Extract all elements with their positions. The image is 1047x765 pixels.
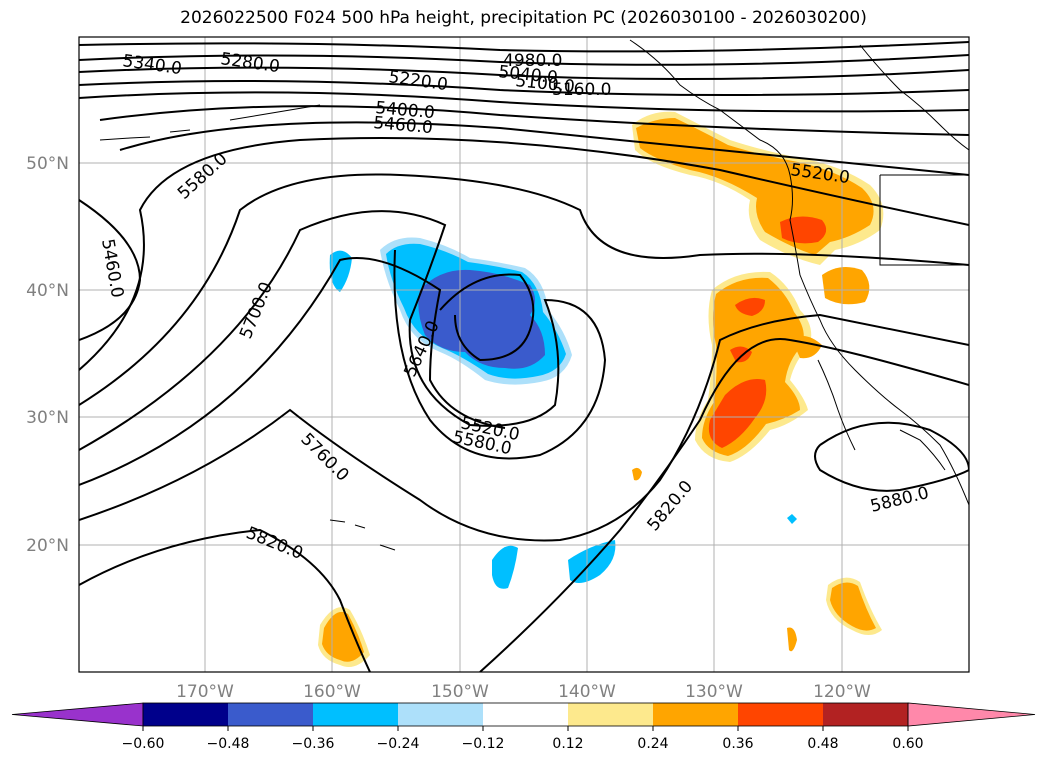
colorbar-tick-label: 0.60 (892, 736, 923, 752)
lon-label-120w: 120°W (813, 682, 871, 702)
colorbar-tick-label: 0.36 (722, 736, 753, 752)
contour-label: 4980.0 (503, 51, 562, 71)
precip-area-california (822, 266, 870, 305)
neg-precip-small-2 (492, 545, 518, 589)
lon-label-150w: 150°W (431, 682, 489, 702)
colorbar-tick-label: 0.48 (807, 736, 838, 752)
chart-title: 2026022500 F024 500 hPa height, precipit… (180, 8, 867, 28)
colorbar: −0.60 −0.48 −0.36 −0.24 −0.12 0.12 0.24 0.36 0.4… (11, 702, 1036, 752)
neg-precip-core (418, 269, 545, 369)
lat-label-20n: 20°N (26, 536, 69, 556)
lat-label-50n: 50°N (26, 154, 69, 174)
precip-area-south-2 (787, 627, 797, 652)
precip-area-small (632, 467, 642, 481)
colorbar-tick-label: −0.60 (122, 736, 165, 752)
colorbar-segment (653, 703, 738, 726)
colorbar-tick-label: −0.24 (377, 736, 420, 752)
colorbar-segment (398, 703, 483, 726)
colorbar-extend-low (11, 702, 144, 727)
precip-positive-areas (318, 111, 884, 668)
colorbar-extend-high (907, 702, 1036, 727)
colorbar-segment (313, 703, 398, 726)
colorbar-segment (483, 703, 568, 726)
precip-max-3 (708, 379, 767, 448)
precip-max-northern-california (780, 216, 827, 244)
lon-label-170w: 170°W (176, 682, 234, 702)
colorbar-segment (228, 703, 313, 726)
lon-label-140w: 140°W (558, 682, 616, 702)
colorbar-frame (142, 702, 909, 727)
height-contours (79, 41, 969, 672)
colorbar-tick-label: 0.12 (552, 736, 583, 752)
contour-label: 5160.0 (552, 80, 611, 100)
neg-precip-small-1 (329, 250, 352, 292)
map-frame (78, 36, 970, 673)
colorbar-tick-label: 0.24 (637, 736, 668, 752)
lon-label-130w: 130°W (685, 682, 743, 702)
latitude-labels: 50°N 40°N 30°N 20°N (26, 154, 69, 556)
colorbar-tick-label: −0.12 (462, 736, 505, 752)
colorbar-segment (143, 703, 228, 726)
colorbar-segment (823, 703, 908, 726)
colorbar-tick-label: −0.36 (292, 736, 335, 752)
longitude-labels: 170°W 160°W 150°W 140°W 130°W 120°W (176, 682, 871, 702)
colorbar-segment (568, 703, 653, 726)
lon-label-160w: 160°W (303, 682, 361, 702)
colorbar-tick-label: −0.48 (207, 736, 250, 752)
lat-label-30n: 30°N (26, 408, 69, 428)
precip-max-1 (735, 297, 765, 316)
colorbar-segment (738, 703, 823, 726)
neg-precip-small-4 (787, 514, 797, 524)
lat-label-40n: 40°N (26, 281, 69, 301)
